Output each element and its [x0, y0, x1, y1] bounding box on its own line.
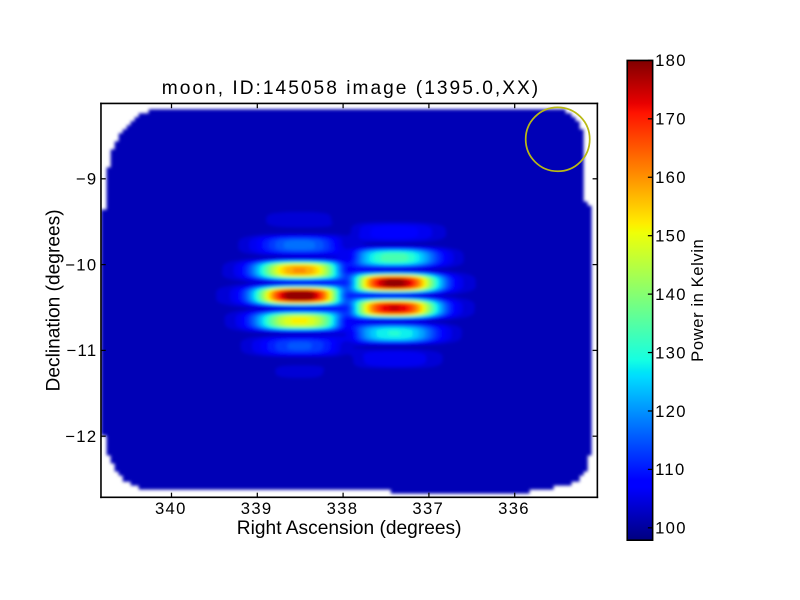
svg-text:−9: −9 — [76, 170, 98, 189]
svg-text:180: 180 — [655, 51, 687, 70]
svg-text:160: 160 — [655, 168, 687, 187]
svg-text:−11: −11 — [67, 341, 98, 360]
svg-text:110: 110 — [655, 460, 685, 479]
svg-text:100: 100 — [655, 519, 687, 538]
svg-text:339: 339 — [241, 499, 273, 518]
svg-text:336: 336 — [498, 499, 530, 518]
svg-text:337: 337 — [412, 499, 444, 518]
svg-text:340: 340 — [155, 499, 187, 518]
svg-text:moon, ID:145058 image (1395.0,: moon, ID:145058 image (1395.0,XX) — [162, 78, 540, 99]
svg-text:Power in Kelvin: Power in Kelvin — [688, 239, 707, 362]
svg-text:Right Ascension (degrees): Right Ascension (degrees) — [237, 518, 462, 539]
svg-text:338: 338 — [327, 499, 359, 518]
svg-text:130: 130 — [655, 343, 687, 362]
svg-text:140: 140 — [655, 285, 687, 304]
svg-text:−12: −12 — [65, 427, 97, 446]
svg-text:Declination (degrees): Declination (degrees) — [44, 209, 65, 391]
svg-text:120: 120 — [655, 402, 687, 421]
svg-text:150: 150 — [655, 226, 687, 245]
svg-text:170: 170 — [655, 110, 687, 129]
svg-text:−10: −10 — [65, 255, 97, 274]
